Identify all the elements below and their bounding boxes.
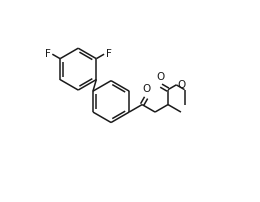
- Text: O: O: [142, 84, 151, 94]
- Text: O: O: [156, 72, 164, 82]
- Text: O: O: [177, 80, 186, 90]
- Text: F: F: [106, 49, 112, 59]
- Text: F: F: [45, 49, 51, 59]
